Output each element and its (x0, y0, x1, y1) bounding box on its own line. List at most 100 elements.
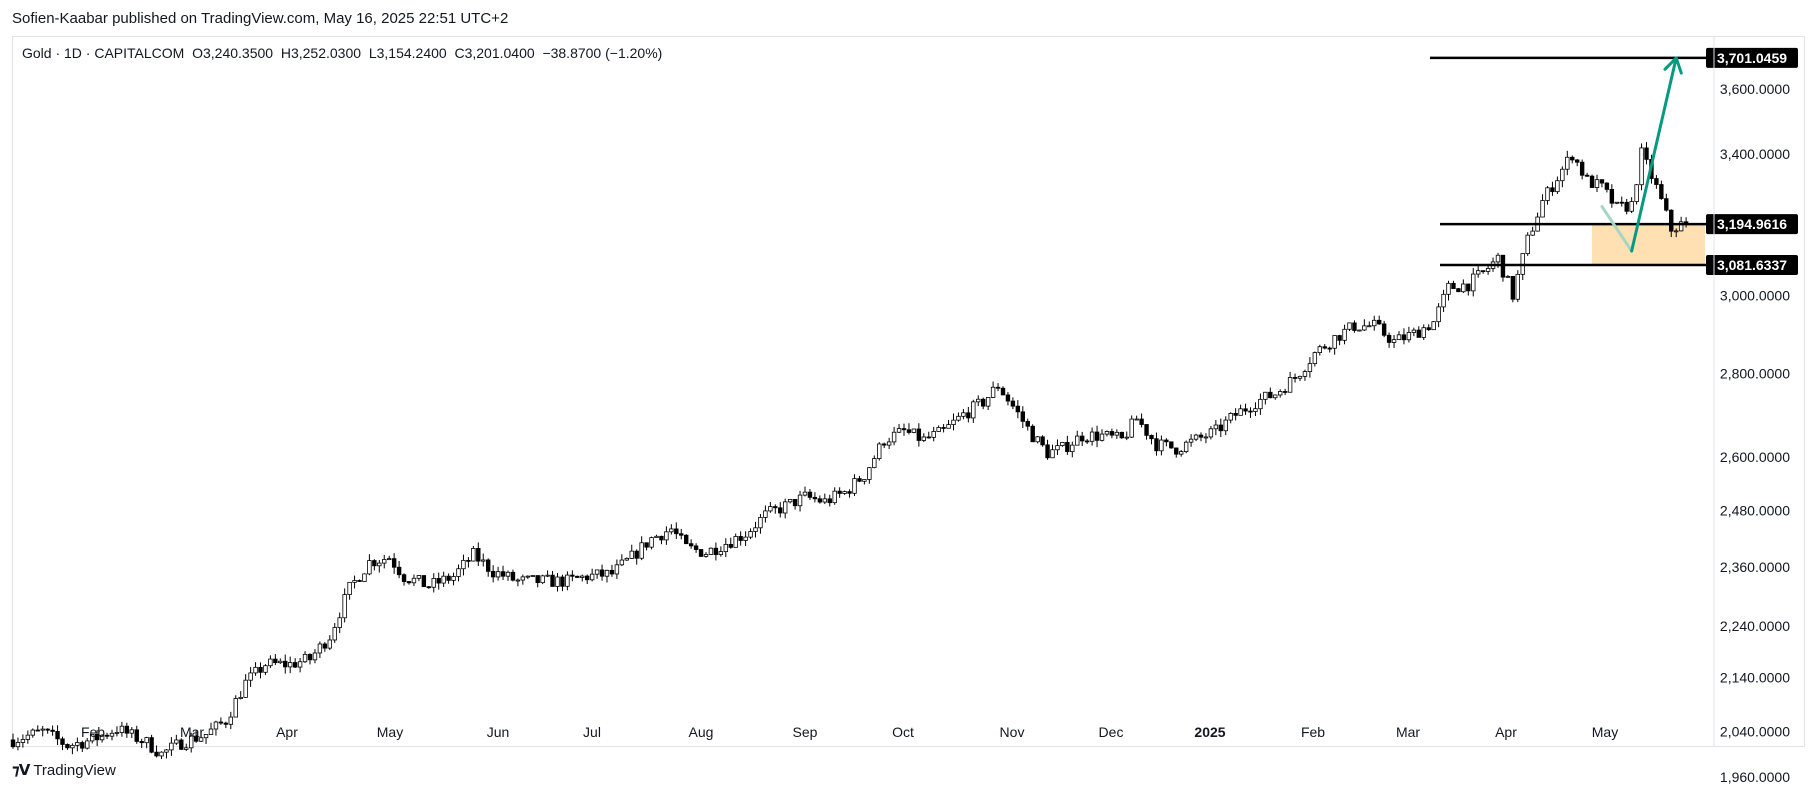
candle-up (203, 734, 209, 739)
candle-down (104, 734, 110, 737)
candle-up (1273, 394, 1278, 399)
candle-up (1055, 445, 1060, 451)
candle-down (837, 490, 842, 494)
y-tick-label: 3,400.0000 (1720, 146, 1790, 162)
candle-up (1208, 428, 1214, 438)
candle-up (1446, 282, 1451, 295)
candle-up (580, 575, 585, 578)
candle-up (555, 576, 560, 587)
candle-up (802, 491, 808, 496)
candle-up (936, 427, 941, 432)
candle-up (144, 737, 149, 744)
chart-pane[interactable] (12, 36, 1805, 747)
candle-up (1104, 431, 1110, 435)
candle-up (1357, 329, 1362, 332)
support-zone (1592, 224, 1705, 266)
candle-up (411, 577, 417, 584)
candle-up (1129, 418, 1134, 438)
y-tick-label: 2,040.0000 (1720, 724, 1790, 740)
candle-down (436, 578, 441, 584)
candle-up (787, 499, 793, 503)
candle-up (619, 559, 625, 566)
candle-down (1416, 329, 1421, 338)
candle-up (1431, 321, 1436, 331)
candle-down (535, 575, 540, 584)
candle-up (832, 490, 837, 504)
tradingview-brand[interactable]: ⁊𝗩 TradingView (12, 761, 116, 779)
candle-down (94, 733, 100, 741)
candle-up (382, 559, 387, 564)
candle-down (575, 575, 580, 578)
candle-up (1089, 431, 1095, 442)
candle-down (1119, 431, 1124, 439)
candle-down (857, 478, 862, 482)
candle-up (1362, 325, 1367, 331)
candle-up (1258, 398, 1263, 410)
candle-up (169, 742, 174, 751)
candle-down (1456, 288, 1461, 293)
candle-down (906, 429, 912, 433)
candle-up (1515, 273, 1520, 300)
candle-down (1401, 334, 1407, 341)
candle-down (1292, 377, 1298, 379)
candle-up (985, 397, 991, 407)
candle-down (698, 549, 704, 557)
x-tick-label: Jul (583, 724, 601, 740)
publish-info: Sofien-Kaabar published on TradingView.c… (12, 10, 509, 27)
candle-up (1223, 419, 1228, 432)
x-tick-label: Oct (892, 724, 914, 740)
candle-down (1659, 184, 1664, 200)
candle-up (1461, 283, 1466, 293)
candle-up (188, 735, 194, 749)
candle-up (872, 458, 877, 469)
candle-up (1555, 180, 1560, 193)
candle-up (669, 528, 674, 533)
candle-up (1421, 327, 1426, 338)
candle-down (713, 547, 719, 555)
candle-down (1337, 335, 1342, 341)
candle-up (317, 643, 323, 654)
candle-up (525, 575, 530, 578)
candle-up (248, 672, 253, 681)
candle-down (847, 491, 852, 494)
candle-down (901, 428, 907, 431)
candle-up (540, 575, 545, 584)
candle-down (55, 731, 60, 740)
candle-up (664, 531, 669, 541)
candle-down (644, 542, 649, 548)
candle-up (1297, 375, 1303, 379)
candle-down (134, 729, 139, 742)
candle-down (446, 575, 451, 581)
candle-up (129, 729, 134, 734)
candle-up (1342, 328, 1347, 341)
candle-down (485, 559, 491, 572)
candle-up (733, 536, 738, 548)
level-price-tag (1706, 255, 1798, 276)
x-tick-label: 2025 (1194, 724, 1225, 740)
candle-up (1471, 273, 1476, 292)
candle-up (797, 494, 803, 507)
tradingview-logo-icon: ⁊𝗩 (12, 761, 30, 779)
candle-up (520, 576, 526, 581)
candle-up (228, 716, 233, 725)
candle-down (60, 738, 65, 745)
candle-down (322, 643, 328, 649)
candle-up (896, 428, 902, 433)
candle-down (1624, 201, 1629, 212)
candle-down (401, 574, 407, 582)
symbol-legend: Gold · 1D · CAPITALCOM O3,240.3500 H3,25… (22, 45, 662, 61)
candle-up (297, 661, 303, 668)
candle-up (20, 739, 26, 743)
candle-down (926, 436, 931, 439)
candle-down (1164, 439, 1169, 443)
candle-up (253, 666, 258, 674)
candle-up (416, 575, 422, 579)
candle-up (15, 742, 21, 748)
candle-up (1114, 431, 1120, 436)
candle-up (594, 569, 600, 575)
candle-up (1302, 371, 1308, 377)
candle-down (179, 739, 184, 750)
candle-down (50, 729, 55, 732)
candle-down (966, 412, 971, 419)
